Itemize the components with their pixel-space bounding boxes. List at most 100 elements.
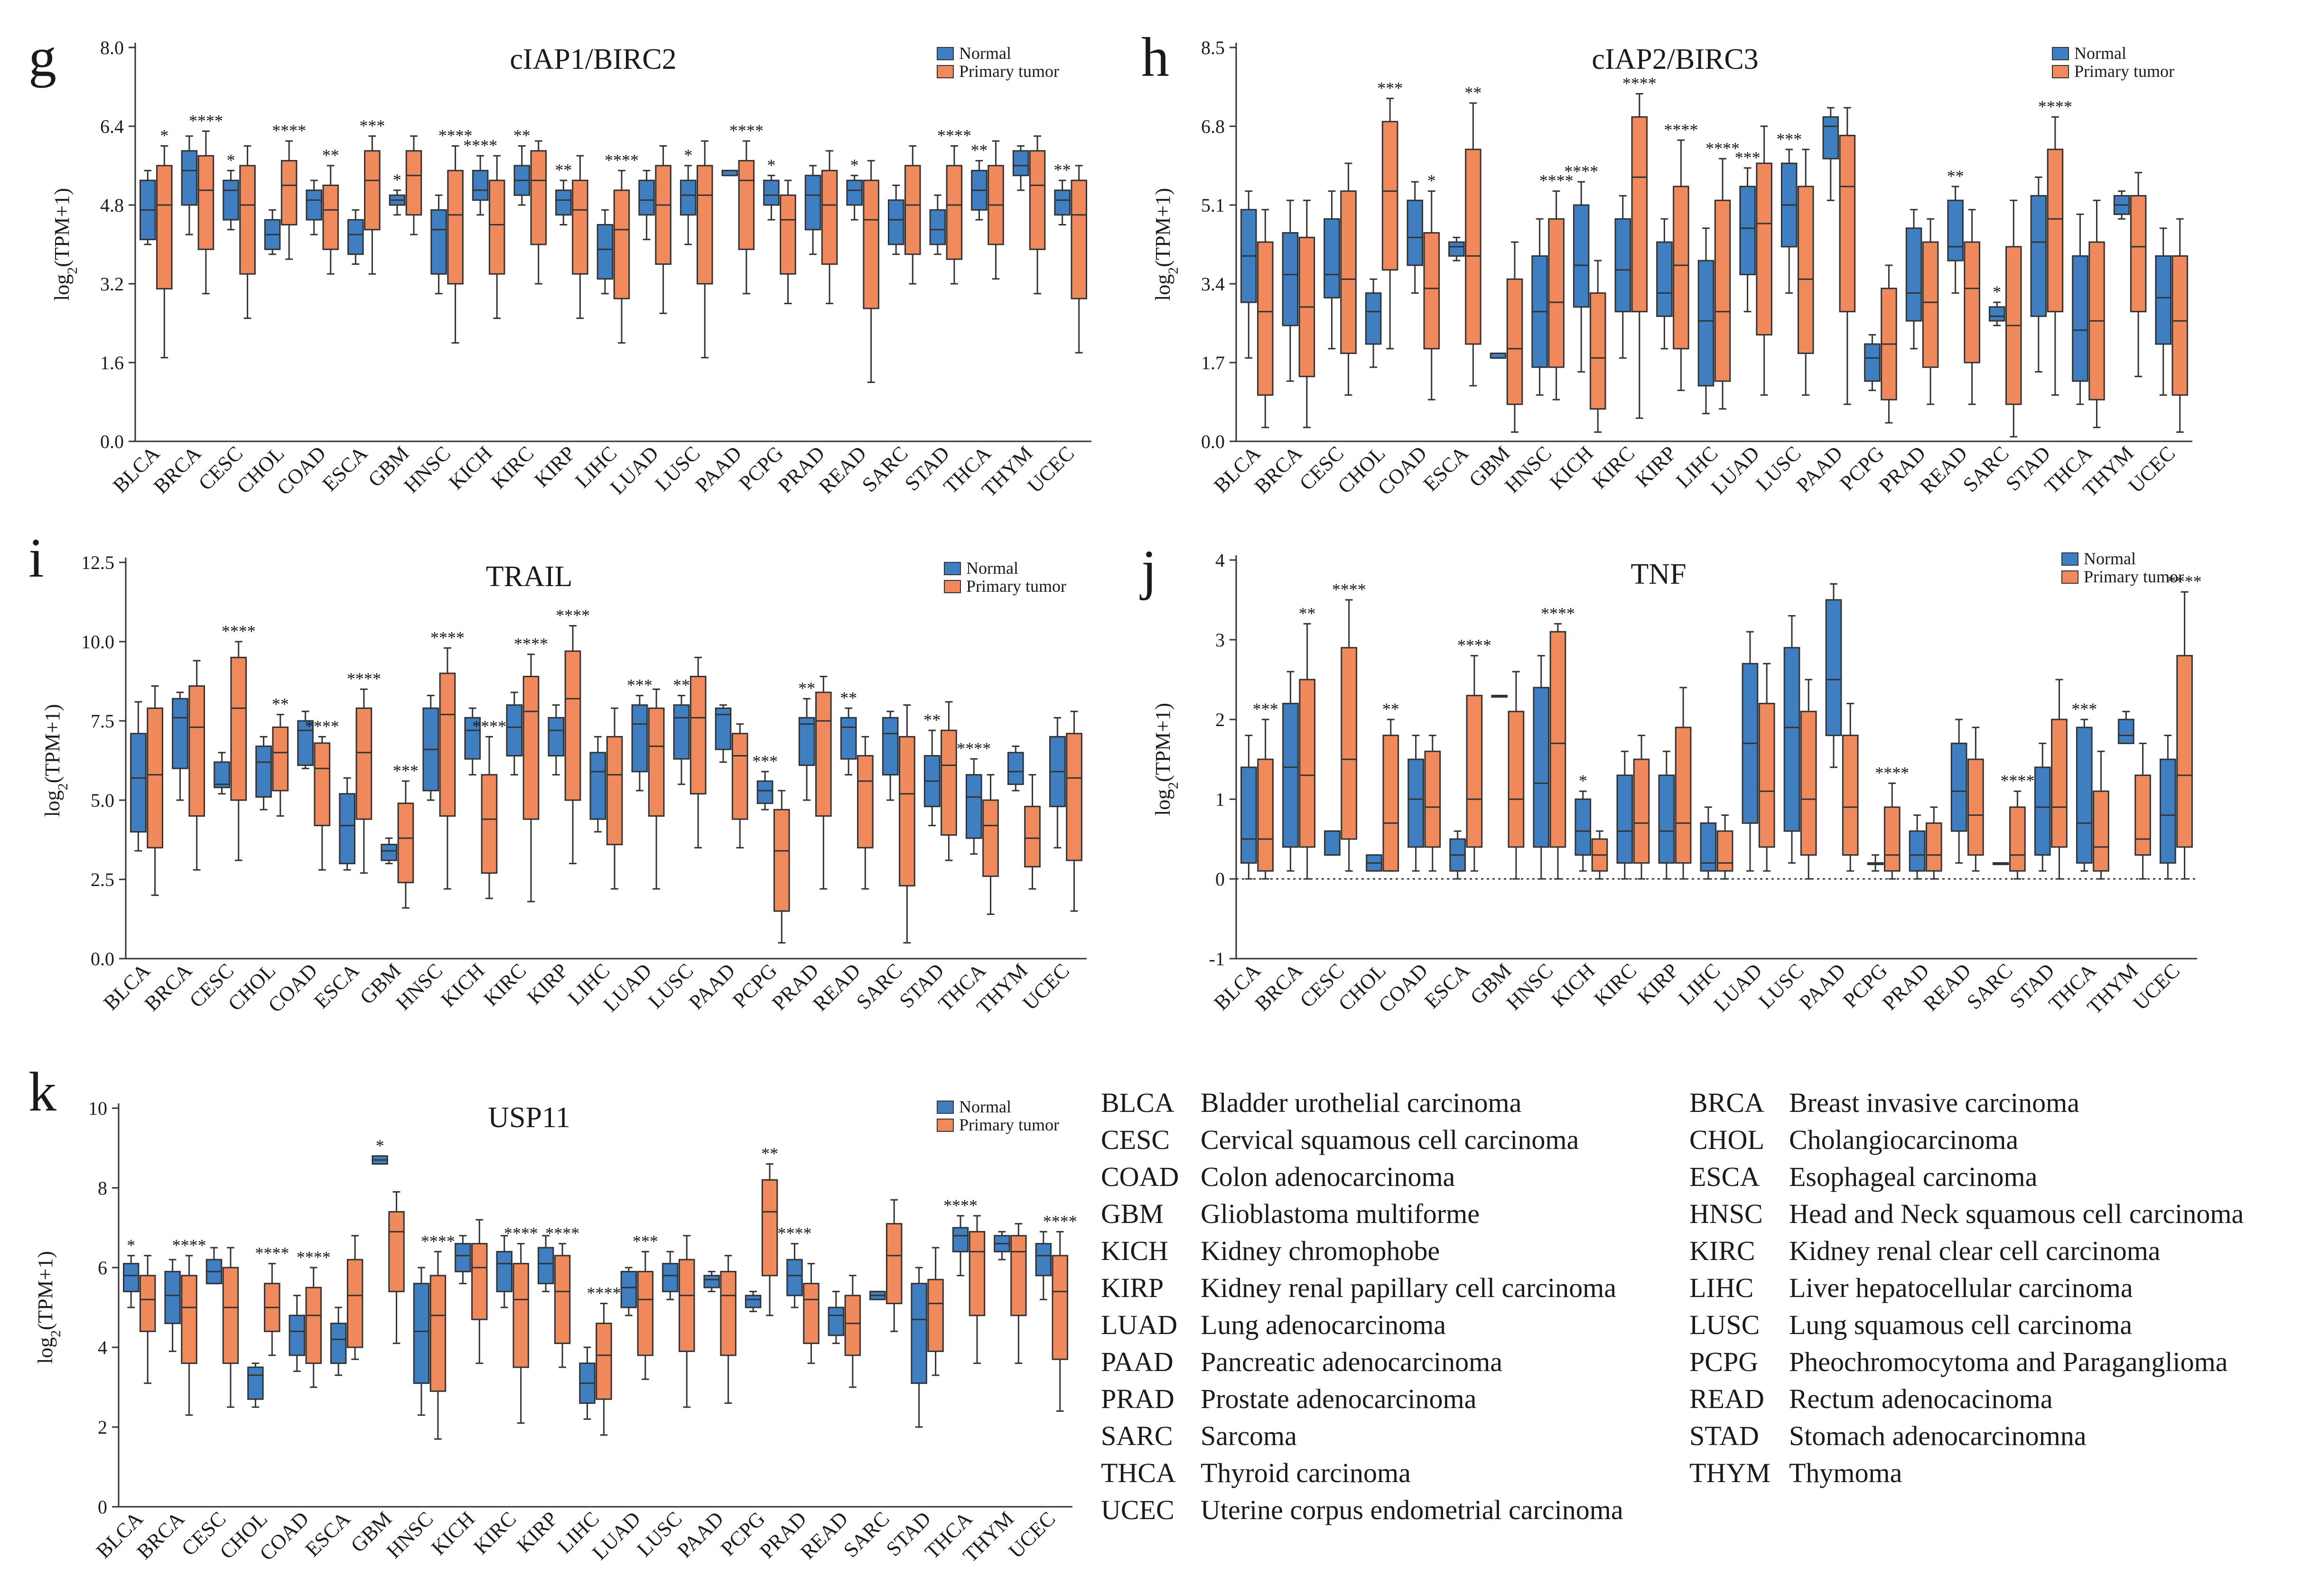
box-iqr: [305, 1287, 322, 1364]
y-tick-label: 2.5: [91, 869, 114, 890]
x-tick-label: UCEC: [1023, 441, 1079, 497]
box-tumor-blca: [156, 145, 173, 359]
box-iqr: [761, 1179, 778, 1277]
box-normal-kich: [1575, 790, 1592, 872]
abbreviation-entry: CHOL Cholangiocarcinoma: [1689, 1124, 2018, 1156]
box-iqr: [1029, 150, 1046, 250]
x-tick-label: SARC: [839, 1507, 894, 1562]
box-tumor-coad: [305, 1267, 322, 1388]
significance-marker: ****: [1564, 162, 1598, 181]
box-tumor-thca: [988, 140, 1004, 280]
significance-marker: ***: [627, 676, 652, 695]
box-iqr: [1365, 292, 1382, 345]
abbreviation-entry: ESCA Esophageal carcinoma: [1689, 1161, 2037, 1193]
box-normal-read: [840, 707, 857, 776]
box-normal-read: [828, 1290, 845, 1344]
box-iqr: [952, 1227, 969, 1252]
box-iqr: [720, 1270, 736, 1356]
box-iqr: [1825, 599, 1842, 737]
box-iqr: [306, 189, 322, 221]
box-tumor-esca: [1465, 102, 1482, 387]
box-normal-pcpg: [763, 175, 780, 221]
box-normal-kirp: [555, 179, 572, 225]
box-normal-luad: [1742, 631, 1759, 872]
box-iqr: [1035, 1243, 1052, 1277]
panel-letter: j: [1139, 539, 1157, 601]
box-tumor-stad: [946, 145, 963, 285]
y-axis-label: log2(TPM+1): [1151, 703, 1181, 816]
box-tumor-stad: [927, 1247, 944, 1376]
chart-title: TRAIL: [486, 560, 573, 593]
y-tick-label: 4.8: [100, 195, 124, 216]
box-tumor-chol: [264, 1263, 280, 1356]
box-tumor-blca: [1257, 719, 1274, 880]
box-iqr: [815, 691, 832, 817]
abbreviation-code: ESCA: [1689, 1161, 1760, 1192]
abbreviation-code: COAD: [1101, 1161, 1179, 1192]
x-tick-label: KIRC: [1590, 959, 1641, 1010]
box-tumor-hnsc: [1548, 190, 1565, 401]
box-iqr: [355, 707, 373, 820]
significance-marker: **: [798, 679, 815, 698]
y-tick-label: 7.5: [91, 710, 114, 732]
x-tick-label: LUAD: [1706, 441, 1764, 499]
box-iqr: [1714, 199, 1731, 382]
significance-marker: **: [1382, 700, 1399, 719]
legend-swatch-normal: [2061, 552, 2078, 566]
box-normal-prad: [804, 165, 821, 255]
abbreviation-entry: THCA Thyroid carcinoma: [1101, 1457, 1411, 1489]
x-tick-label: ESCA: [1419, 441, 1473, 495]
y-axis-label: log2(TPM+1): [1151, 188, 1181, 301]
box-tumor-coad: [1424, 735, 1441, 872]
abbreviation-name: Rectum adenocacinoma: [1789, 1383, 2053, 1414]
box-tumor-lusc: [696, 140, 713, 359]
box-iqr: [1905, 227, 1922, 322]
significance-marker: **: [970, 141, 988, 160]
box-iqr: [1024, 805, 1041, 868]
x-tick-label: BRCA: [1250, 441, 1307, 498]
significance-marker: *: [160, 126, 168, 145]
box-normal-kirc: [513, 145, 531, 206]
box-tumor-chol: [272, 714, 289, 817]
legend-swatch-normal: [937, 47, 954, 60]
x-tick-label: HNSC: [382, 1507, 438, 1563]
box-tumor-kich: [488, 155, 505, 319]
box-iqr: [364, 150, 381, 231]
box-tumor-gbm: [1508, 671, 1525, 880]
box-iqr: [969, 1231, 986, 1316]
abbreviation-code: KICH: [1101, 1235, 1168, 1266]
box-iqr: [606, 736, 623, 846]
abbreviation-name: Uterine corpus endometrial carcinoma: [1201, 1494, 1623, 1525]
box-tumor-thym: [1029, 135, 1046, 295]
box-normal-brca: [172, 691, 188, 801]
box-normal-coad: [297, 710, 314, 769]
significance-marker: ****: [463, 136, 497, 155]
box-tumor-sarc: [899, 704, 915, 944]
x-tick-label: BRCA: [140, 959, 197, 1016]
box-tumor-pcpg: [1883, 782, 1901, 880]
x-tick-label: PAAD: [1792, 441, 1847, 497]
box-iqr: [2009, 806, 2026, 872]
x-tick-label: LUSC: [633, 1507, 687, 1561]
box-iqr: [1631, 116, 1648, 313]
box-iqr: [388, 1211, 405, 1292]
box-tumor-hnsc: [1549, 623, 1566, 880]
box-iqr: [1925, 822, 1942, 872]
box-iqr: [1324, 830, 1341, 856]
y-tick-label: 5.0: [91, 790, 114, 811]
significance-marker: ***: [1253, 700, 1278, 719]
box-iqr: [620, 1270, 637, 1308]
box-iqr: [696, 165, 713, 285]
box-iqr: [1575, 798, 1592, 856]
box-tumor-gbm: [388, 1191, 405, 1344]
box-normal-gbm: [389, 189, 406, 216]
abbreviation-entry: LUAD Lung adenocarcinoma: [1101, 1309, 1446, 1341]
box-tumor-thca: [969, 1215, 986, 1364]
significance-marker: ****: [2038, 97, 2072, 116]
box-tumor-lihc: [596, 1303, 612, 1436]
significance-marker: ***: [2071, 700, 2097, 719]
box-normal-esca: [1449, 830, 1466, 880]
box-normal-coad: [1407, 181, 1423, 294]
box-normal-lusc: [1780, 149, 1798, 294]
